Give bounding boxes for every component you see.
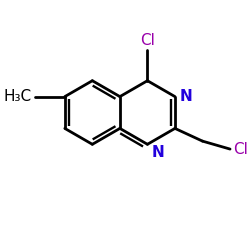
Text: Cl: Cl bbox=[140, 33, 155, 48]
Text: H₃C: H₃C bbox=[4, 89, 32, 104]
Text: N: N bbox=[180, 89, 192, 104]
Text: Cl: Cl bbox=[234, 142, 248, 156]
Text: N: N bbox=[152, 146, 164, 160]
